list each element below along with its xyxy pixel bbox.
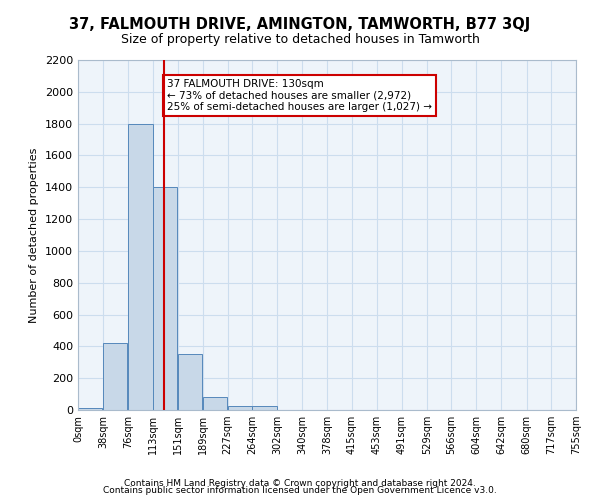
Bar	[103, 343, 127, 410]
Text: 37, FALMOUTH DRIVE, AMINGTON, TAMWORTH, B77 3QJ: 37, FALMOUTH DRIVE, AMINGTON, TAMWORTH, …	[70, 18, 530, 32]
Text: Contains public sector information licensed under the Open Government Licence v3: Contains public sector information licen…	[103, 486, 497, 495]
Bar	[152, 188, 177, 410]
Bar	[128, 124, 152, 410]
Bar	[203, 398, 227, 410]
Bar	[228, 406, 252, 410]
Y-axis label: Number of detached properties: Number of detached properties	[29, 148, 40, 322]
Text: Contains HM Land Registry data © Crown copyright and database right 2024.: Contains HM Land Registry data © Crown c…	[124, 478, 476, 488]
Bar	[178, 354, 202, 410]
Text: Size of property relative to detached houses in Tamworth: Size of property relative to detached ho…	[121, 32, 479, 46]
Text: 37 FALMOUTH DRIVE: 130sqm
← 73% of detached houses are smaller (2,972)
25% of se: 37 FALMOUTH DRIVE: 130sqm ← 73% of detac…	[167, 79, 432, 112]
Bar	[78, 408, 103, 410]
Bar	[252, 406, 277, 410]
